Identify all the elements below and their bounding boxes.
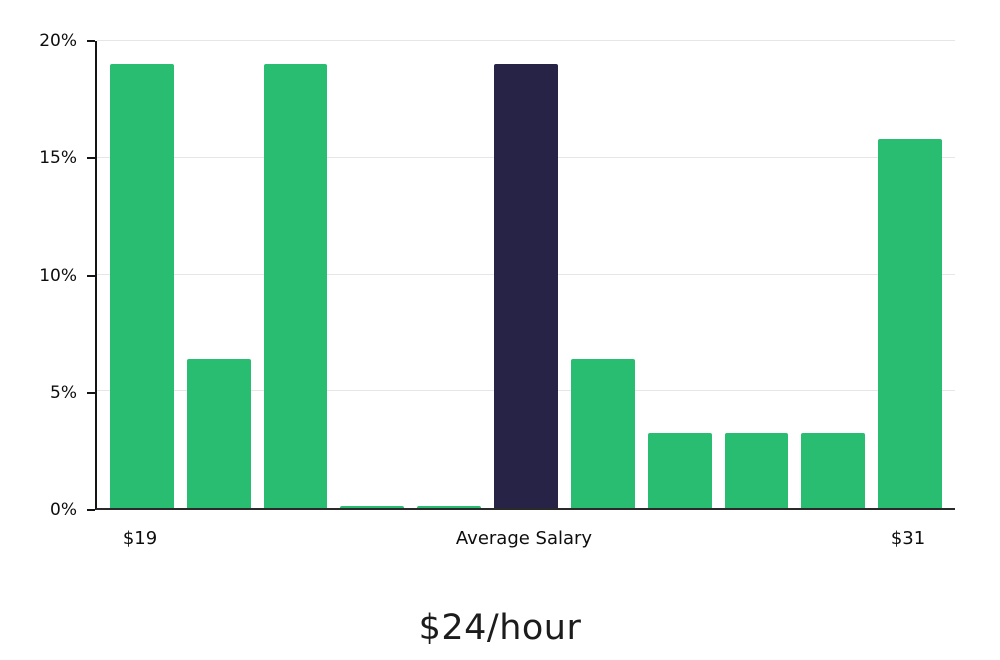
bar <box>878 139 942 508</box>
bar <box>724 433 789 508</box>
bar <box>110 64 174 508</box>
y-axis-tick-label: 15% <box>39 148 77 169</box>
bar-average-salary <box>494 64 558 508</box>
bar <box>570 358 635 508</box>
x-axis: $19 Average Salary $31 <box>95 528 955 554</box>
bar-group <box>97 41 955 508</box>
plot-area <box>95 40 955 510</box>
y-axis-tick-label: 0% <box>50 500 77 520</box>
bar <box>186 358 251 508</box>
y-axis-tick-mark <box>87 274 95 277</box>
bar <box>801 433 866 508</box>
bar <box>647 433 712 508</box>
y-axis-tick-mark <box>87 40 95 42</box>
bar <box>340 505 405 508</box>
y-axis-tick-label: 20% <box>39 31 77 51</box>
y-axis-tick-label: 5% <box>50 382 77 403</box>
gridline <box>97 40 955 41</box>
y-axis-tick-mark <box>87 391 95 394</box>
y-axis-tick-mark <box>87 509 95 511</box>
y-axis-tick-label: 10% <box>39 265 77 286</box>
bar <box>263 64 328 508</box>
chart-title: $24/hour <box>418 608 582 648</box>
x-axis-tick-label: $31 <box>890 528 926 549</box>
y-axis-tick-mark <box>87 157 95 160</box>
x-axis-tick-label: Average Salary <box>455 528 593 549</box>
bar <box>417 505 482 508</box>
x-axis-tick-label: $19 <box>122 528 158 549</box>
y-axis: 0% 5% 10% 15% 20% <box>0 31 95 520</box>
